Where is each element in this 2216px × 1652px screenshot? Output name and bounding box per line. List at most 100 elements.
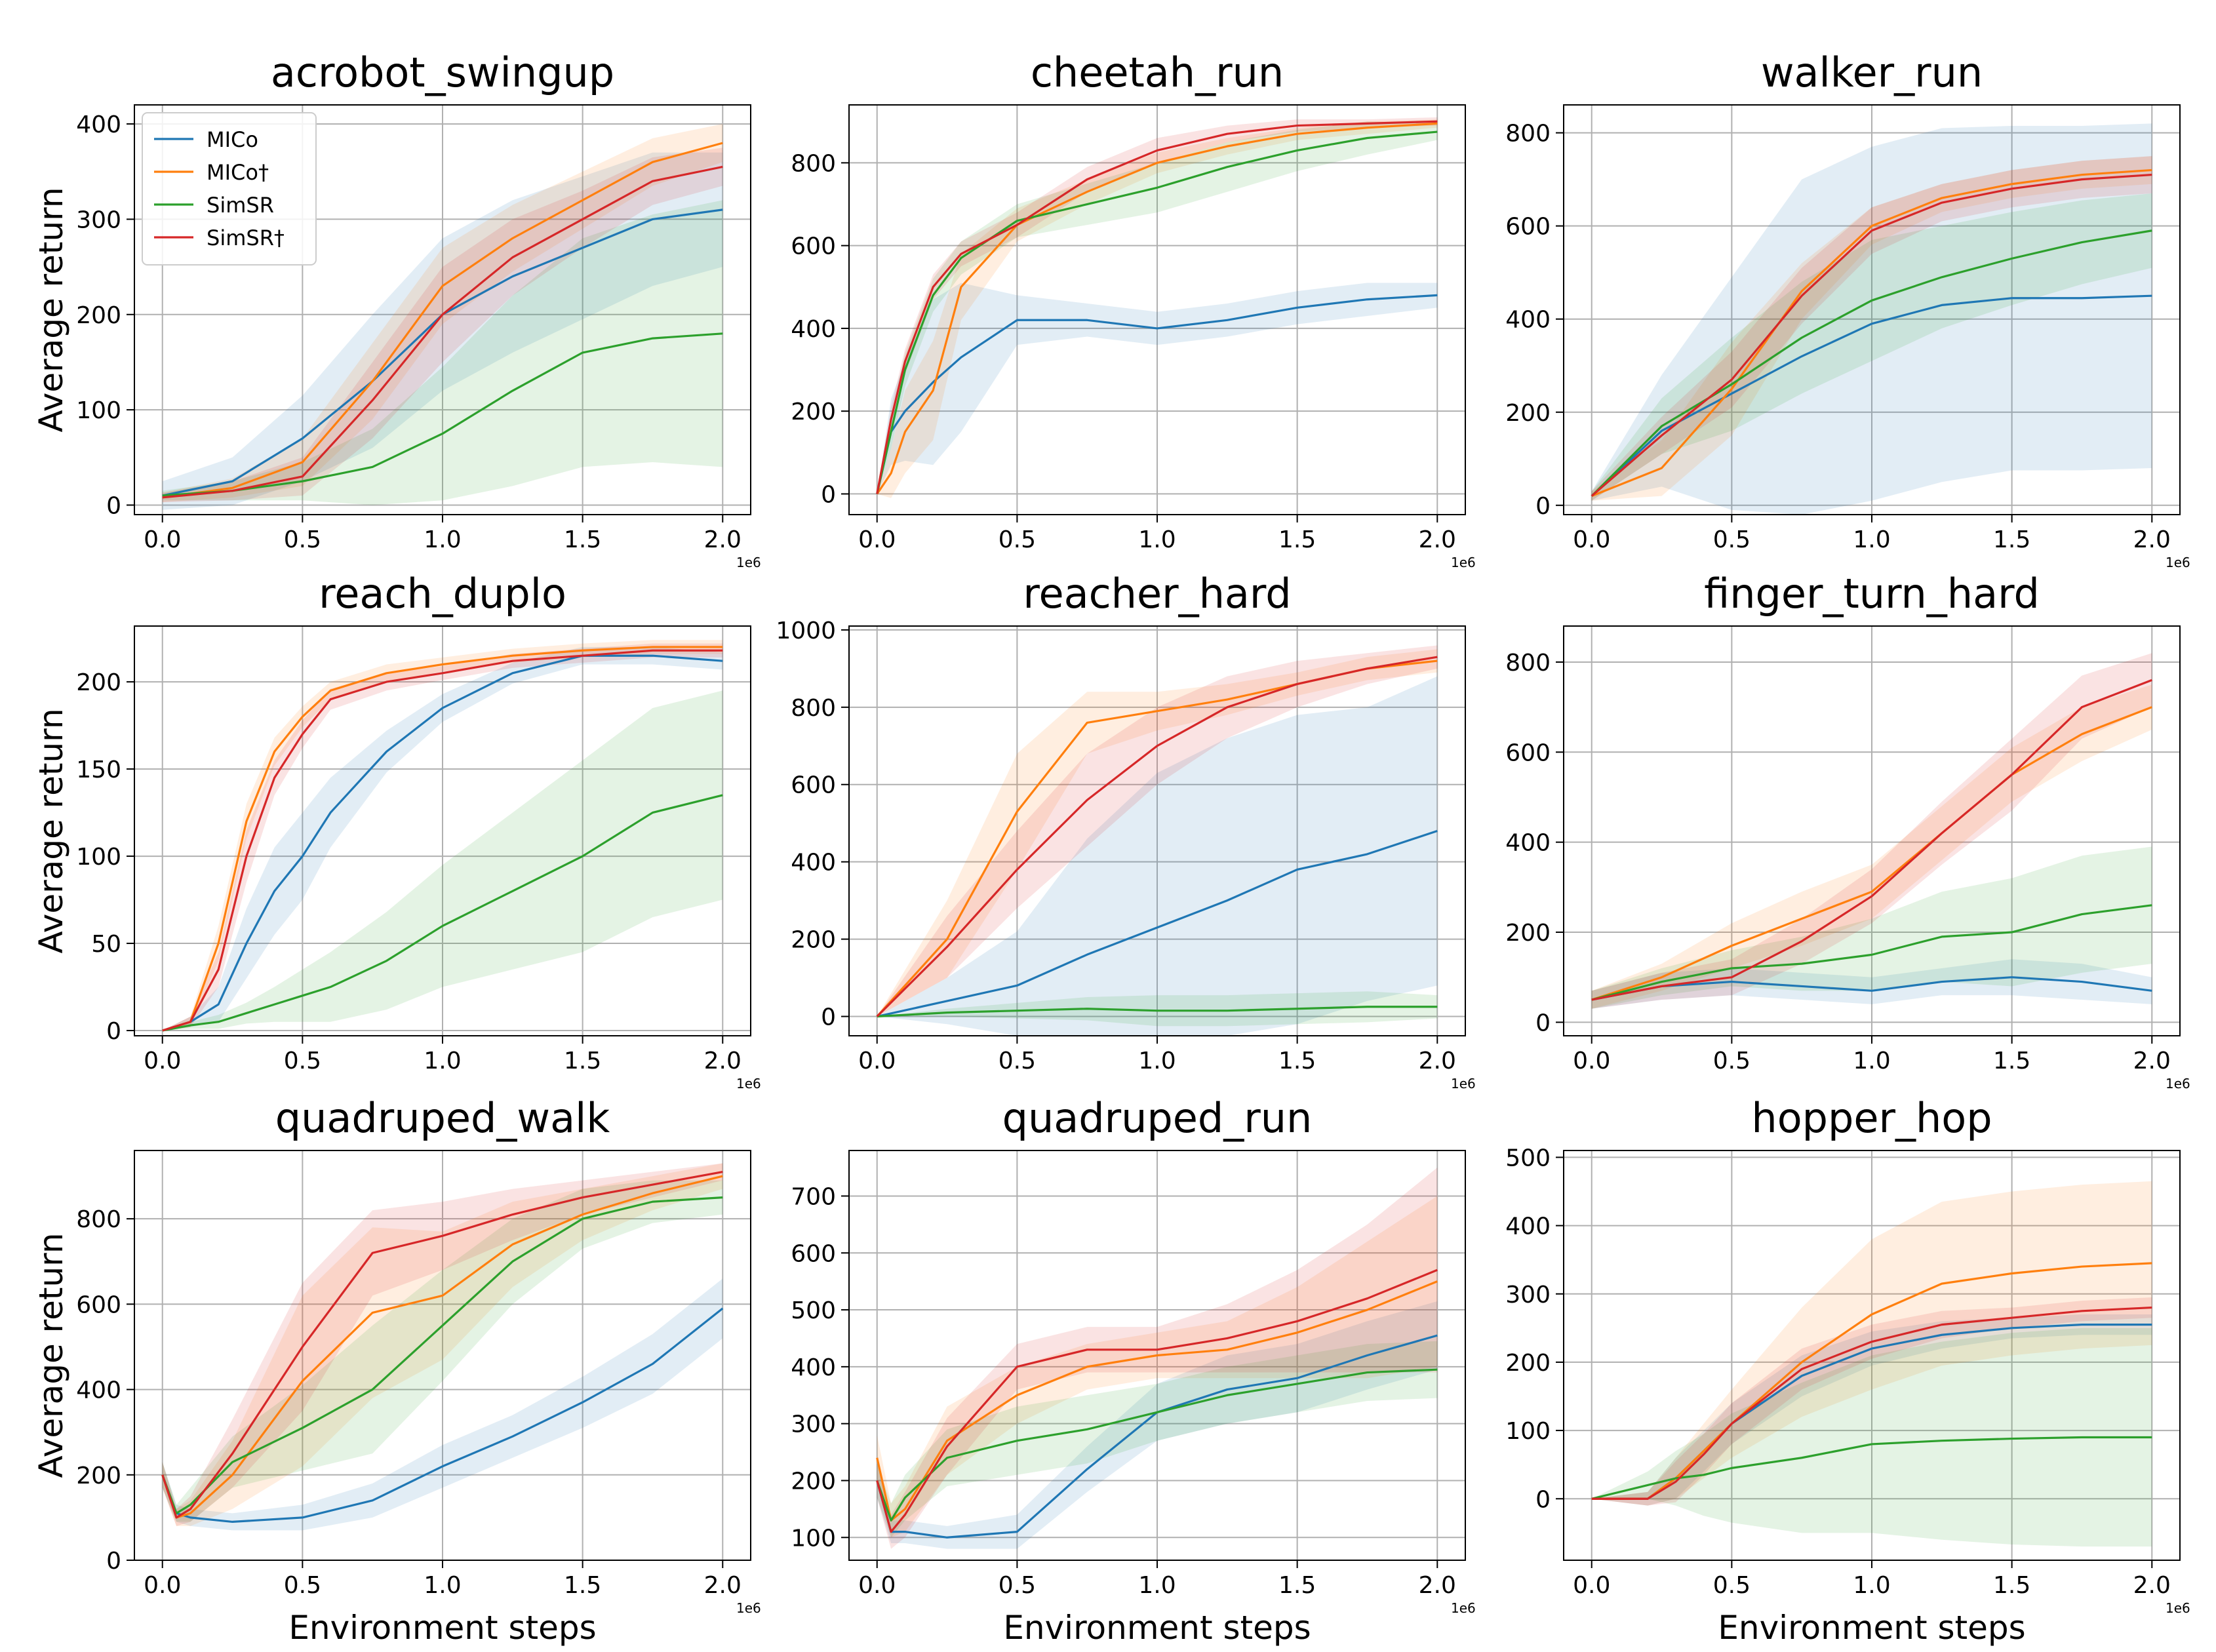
- x-tick-label: 0.0: [858, 1048, 896, 1074]
- x-tick-label: 1.5: [564, 1048, 601, 1074]
- band-MICo: [162, 1278, 723, 1531]
- panel-reach_duplo: 0.0 0.5 1.0 1.5 2.0 0 50 100 150 200 1e6 reach_dupl…: [32, 570, 761, 1092]
- y-tick-label: 400: [791, 1354, 836, 1381]
- x-tick-label: 2.0: [1419, 1048, 1456, 1074]
- x-axis-label: Environment steps: [288, 1609, 596, 1647]
- x-tick-label: 2.0: [704, 1048, 742, 1074]
- panel-walker_run: 0.0 0.5 1.0 1.5 2.0 0 200 400 600 800 1e6 walker_ru…: [1505, 49, 2190, 570]
- y-tick-label: 200: [76, 669, 121, 696]
- y-tick-label: 600: [1505, 214, 1551, 241]
- panel-acrobot_swingup: 0.0 0.5 1.0 1.5 2.0 0 100 200 300 400 1e6 acrobot_s…: [32, 49, 761, 570]
- series-line-SimSR†: [162, 165, 723, 499]
- series-line-SimSR†: [1591, 1306, 2152, 1500]
- band-MICo: [162, 152, 723, 510]
- band-SimSR: [1591, 1328, 2152, 1547]
- x-tick-label: 2.0: [2133, 1572, 2171, 1599]
- y-tick-label: 600: [791, 233, 836, 260]
- y-tick-label: 0: [1535, 1010, 1551, 1036]
- band-SimSR: [162, 200, 723, 505]
- x-offset-text: 1e6: [1451, 555, 1476, 570]
- y-tick-label: 0: [106, 1548, 121, 1575]
- y-tick-label: 600: [1505, 739, 1551, 766]
- y-tick-label: 400: [76, 1377, 121, 1404]
- panel-title: acrobot_swingup: [271, 49, 614, 96]
- x-tick-label: 1.5: [1993, 1572, 2030, 1599]
- series-line-MICo: [876, 294, 1438, 494]
- y-tick-label: 0: [1535, 493, 1551, 520]
- y-tick-label: 400: [1505, 307, 1551, 334]
- x-tick-label: 1.5: [1993, 526, 2030, 553]
- y-tick-label: 300: [1505, 1282, 1551, 1308]
- x-tick-label: 0.5: [284, 1572, 321, 1599]
- band-MICo†: [877, 119, 1438, 498]
- y-tick-label: 200: [1505, 1350, 1551, 1377]
- band-SimSR: [162, 1180, 723, 1522]
- x-tick-label: 1.5: [1278, 526, 1316, 553]
- series-line-MICo: [877, 829, 1438, 1018]
- y-tick-label: 600: [76, 1291, 121, 1318]
- x-tick-label: 1.5: [564, 1572, 601, 1599]
- series-line-SimSR: [162, 332, 723, 497]
- x-tick-label: 1.5: [1278, 1572, 1316, 1599]
- panels: 0.0 0.5 1.0 1.5 2.0 0 100 200 300 400 1e6 acrobot_s…: [32, 49, 2190, 1647]
- panel-title: reach_duplo: [319, 570, 566, 618]
- band-MICo†: [877, 649, 1438, 1017]
- panel-title: walker_run: [1761, 49, 1983, 96]
- x-tick-label: 0.5: [999, 1048, 1036, 1074]
- y-tick-label: 50: [91, 931, 121, 958]
- series-line-SimSR: [1591, 1436, 2152, 1500]
- x-tick-label: 1.0: [424, 1572, 461, 1599]
- x-tick-label: 0.0: [1573, 1572, 1610, 1599]
- y-tick-label: 500: [1505, 1145, 1551, 1171]
- x-tick-label: 0.5: [284, 1048, 321, 1074]
- band-SimSR: [162, 690, 723, 1031]
- series-line-SimSR†: [1591, 678, 2152, 1001]
- x-tick-label: 0.5: [1713, 1572, 1751, 1599]
- series-line-MICo: [876, 1334, 1438, 1539]
- x-tick-label: 1.5: [1278, 1048, 1316, 1074]
- y-tick-label: 0: [1535, 1486, 1551, 1513]
- series-line-MICo†: [1591, 1262, 2152, 1500]
- y-tick-label: 150: [76, 757, 121, 783]
- x-tick-label: 2.0: [704, 1572, 742, 1599]
- band-MICo: [877, 283, 1438, 494]
- band-SimSR†: [1591, 653, 2152, 1009]
- x-tick-label: 1.5: [564, 526, 601, 553]
- x-tick-label: 1.0: [1853, 526, 1890, 553]
- y-tick-label: 700: [791, 1183, 836, 1210]
- x-tick-label: 1.0: [1853, 1572, 1890, 1599]
- panel-cheetah_run: 0.0 0.5 1.0 1.5 2.0 0 200 400 600 800 1e6 cheetah_r…: [791, 49, 1475, 570]
- x-tick-label: 1.5: [1993, 1048, 2030, 1074]
- y-tick-label: 800: [1505, 650, 1551, 677]
- panel-title: cheetah_run: [1031, 49, 1284, 96]
- x-tick-label: 1.0: [1138, 1572, 1176, 1599]
- y-tick-label: 800: [76, 1206, 121, 1233]
- series-line-SimSR†: [161, 1170, 723, 1519]
- x-tick-label: 1.0: [424, 526, 461, 553]
- y-tick-label: 200: [1505, 920, 1551, 947]
- panel-title: hopper_hop: [1751, 1094, 1992, 1142]
- x-tick-label: 2.0: [1419, 1572, 1456, 1599]
- y-tick-label: 300: [791, 1411, 836, 1438]
- y-tick-label: 100: [791, 1525, 836, 1552]
- band-MICo†: [1591, 156, 2152, 501]
- series-line-SimSR: [162, 794, 723, 1032]
- series-line-MICo†: [1591, 706, 2152, 1001]
- panel-hopper_hop: 0.0 0.5 1.0 1.5 2.0 0 100 200 300 400 500 1e6 hopper…: [1505, 1094, 2190, 1647]
- x-tick-label: 2.0: [2133, 526, 2171, 553]
- x-tick-label: 2.0: [2133, 1048, 2171, 1074]
- y-tick-label: 0: [821, 481, 836, 508]
- y-axis-label: Average return: [32, 187, 70, 432]
- series-line-MICo: [1591, 976, 2152, 1001]
- series-line-MICo†: [876, 122, 1438, 495]
- x-axis-label: Environment steps: [1003, 1609, 1311, 1647]
- x-offset-text: 1e6: [736, 1076, 761, 1092]
- series-line-SimSR†: [876, 1268, 1438, 1533]
- panel-reacher_hard: 0.0 0.5 1.0 1.5 2.0 0 200 400 600 800 1000 1e6 reach…: [776, 570, 1475, 1092]
- series-line-SimSR†: [876, 120, 1438, 494]
- x-offset-text: 1e6: [736, 1600, 761, 1616]
- series-line-MICo†: [162, 646, 723, 1032]
- band-SimSR†: [877, 1168, 1438, 1549]
- y-tick-label: 1000: [776, 618, 836, 644]
- legend: MICo MICo† SimSR SimSR†: [142, 112, 317, 266]
